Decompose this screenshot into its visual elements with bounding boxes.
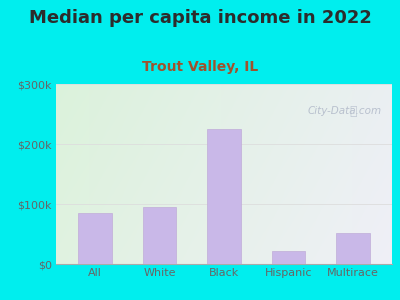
Text: City-Data.com: City-Data.com [308, 106, 382, 116]
Bar [336, 233, 370, 264]
Text: ⓘ: ⓘ [349, 105, 357, 118]
Bar [142, 207, 176, 264]
Text: Trout Valley, IL: Trout Valley, IL [142, 60, 258, 74]
Bar [78, 213, 112, 264]
Text: Median per capita income in 2022: Median per capita income in 2022 [28, 9, 372, 27]
Bar [272, 251, 306, 264]
Bar [207, 129, 241, 264]
